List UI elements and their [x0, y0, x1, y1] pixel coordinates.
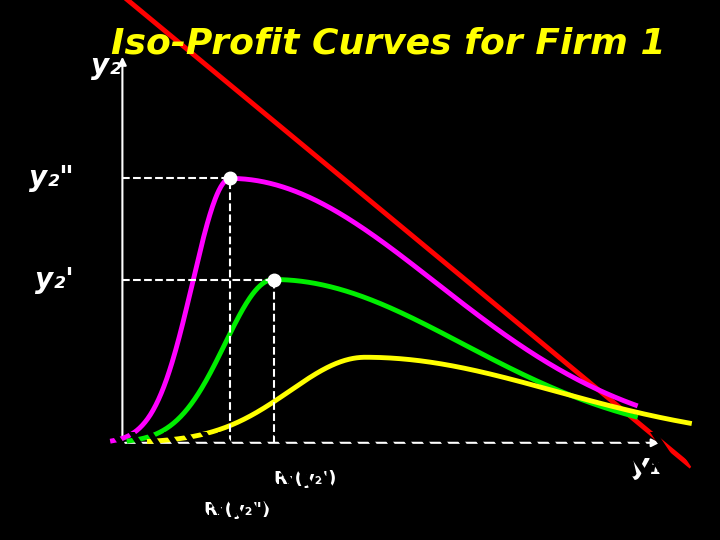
Text: y₂": y₂": [29, 164, 74, 192]
Text: y₂': y₂': [35, 266, 74, 294]
Text: R₁(y₂"): R₁(y₂"): [204, 501, 271, 519]
Text: y₂: y₂: [91, 52, 122, 80]
Text: R₁(y₂'): R₁(y₂'): [274, 470, 337, 488]
Text: y₁: y₁: [631, 452, 662, 480]
Text: Iso-Profit Curves for Firm 1: Iso-Profit Curves for Firm 1: [112, 27, 666, 61]
